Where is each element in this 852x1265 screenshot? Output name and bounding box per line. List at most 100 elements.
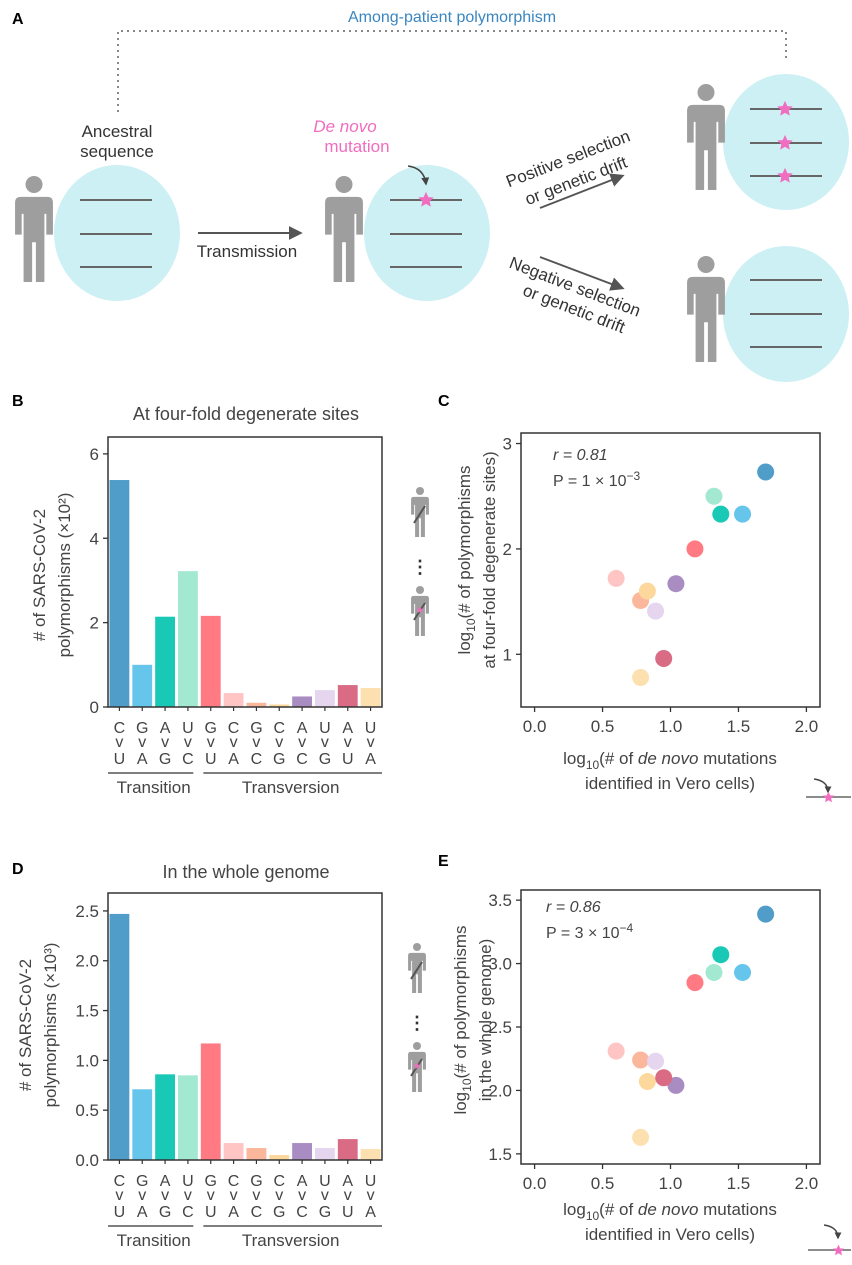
base-to: A [137, 1204, 148, 1221]
base-to: A [365, 751, 376, 768]
point-4 [686, 540, 704, 558]
among-patient-label: Among-patient polymorphism [348, 9, 556, 26]
base-from: C [273, 720, 285, 737]
bar-C-to-A [223, 1143, 244, 1160]
point-10 [655, 650, 673, 668]
y-tick-label: 2 [503, 540, 512, 559]
panel-e-xlabel-1: log10(# of de novo mutations [563, 1200, 777, 1223]
panel-b-ylabel-2: polymorphisms (×10²) [55, 493, 74, 658]
panel-d-ylabel-1: # of SARS-CoV-2 [16, 959, 35, 1091]
bar-A-to-U [337, 1139, 358, 1160]
base-arrow: v [275, 734, 283, 751]
base-to: U [342, 751, 354, 768]
y-tick-label: 2.5 [488, 1018, 512, 1037]
transversion-label: Transversion [242, 1231, 340, 1250]
point-0 [757, 463, 775, 481]
x-tick-label: 1.5 [727, 717, 751, 736]
point-10 [655, 1069, 673, 1087]
base-to: C [251, 1204, 263, 1221]
base-arrow: v [252, 1187, 260, 1204]
y-tick-label: 2 [90, 614, 99, 633]
bar-U-to-C [178, 571, 198, 707]
transition-label: Transition [117, 1231, 191, 1250]
panel-b: B At four-fold degenerate sites # of SAR… [12, 393, 383, 797]
panel-e-ylabel-2: in the whole genome) [476, 939, 495, 1102]
y-tick-label: 0 [90, 698, 99, 717]
base-from: C [228, 1173, 240, 1190]
panel-e-ylabel-1: log10(# of polymorphisms [451, 925, 474, 1114]
base-from: A [160, 1173, 171, 1190]
y-tick-label: 2.0 [488, 1081, 512, 1100]
base-arrow: v [298, 734, 306, 751]
base-to: G [273, 1204, 285, 1221]
base-arrow: v [321, 734, 329, 751]
base-from: G [205, 720, 217, 737]
base-arrow: v [298, 1187, 306, 1204]
de-novo-label-1: De novo [313, 117, 376, 136]
panel-b-x-labels: CvUGvAAvGUvCGvUCvAGvCCvGAvCUvGAvUUvATran… [108, 707, 382, 797]
base-to: G [273, 751, 285, 768]
panel-b-ylabel-1: # of SARS-CoV-2 [30, 509, 49, 641]
y-tick-label: 1 [503, 645, 512, 664]
bar-C-to-G [269, 1155, 290, 1160]
curved-arrow-icon [813, 778, 832, 794]
x-tick-label: 1.0 [659, 717, 683, 736]
point-11 [632, 668, 650, 686]
base-from: G [136, 720, 148, 737]
transversion-label: Transversion [242, 778, 340, 797]
panel-e-y-ticks: 1.5 2.0 2.5 3.0 3.5 [488, 891, 521, 1164]
base-from: U [182, 1173, 194, 1190]
base-from: A [297, 720, 308, 737]
base-from: U [319, 1173, 331, 1190]
bar-U-to-A [360, 1149, 381, 1160]
patient-icon [687, 256, 725, 362]
negative-arrow [539, 256, 625, 291]
base-to: U [205, 1204, 217, 1221]
base-arrow: v [321, 1187, 329, 1204]
x-tick-label: 2.0 [795, 717, 819, 736]
panel-d-x-labels: CvUGvAAvGUvCGvUCvAGvCCvGAvCUvGAvUUvATran… [108, 1160, 382, 1250]
base-arrow: v [367, 734, 375, 751]
base-from: A [297, 1173, 308, 1190]
polymorphism-icon-group-2: ⋮ [408, 943, 426, 1092]
point-8 [667, 1076, 685, 1094]
base-arrow: v [161, 1187, 169, 1204]
base-from: A [342, 720, 353, 737]
bar-A-to-G [155, 616, 175, 707]
base-to: A [365, 1204, 376, 1221]
panel-a-label: A [12, 11, 24, 28]
x-tick-label: 0.5 [591, 717, 615, 736]
bar-C-to-U [109, 480, 130, 707]
patient-icon [15, 176, 53, 282]
panel-e: E log10(# of polymorphisms in the whole … [438, 853, 851, 1256]
y-tick-label: 1.0 [75, 1051, 99, 1070]
base-from: G [250, 1173, 262, 1190]
base-arrow: v [161, 734, 169, 751]
among-patient-bracket [117, 30, 787, 112]
panel-e-frame [520, 889, 821, 1165]
base-from: A [160, 720, 171, 737]
curved-arrow-icon [823, 1224, 842, 1240]
panel-e-p: P = 3 × 10−4 [546, 921, 634, 942]
point-7 [638, 1073, 656, 1091]
panel-c-x-ticks: 0.0 0.5 1.0 1.5 2.0 [523, 707, 818, 736]
panel-d-label: D [12, 861, 24, 878]
base-from: C [114, 1173, 126, 1190]
base-arrow: v [115, 734, 123, 751]
base-to: A [228, 751, 239, 768]
point-4 [686, 974, 704, 992]
ellipsis-icon: ⋮ [411, 557, 429, 577]
panel-b-bars [109, 480, 381, 707]
base-arrow: v [184, 734, 192, 751]
bar-G-to-U [200, 1043, 221, 1160]
base-to: C [296, 751, 308, 768]
y-tick-label: 2.5 [75, 902, 99, 921]
bar-G-to-C [246, 702, 267, 707]
point-0 [757, 905, 775, 923]
panel-d-ylabel-2: polymorphisms (×10³) [41, 943, 60, 1108]
panel-b-frame [107, 436, 383, 708]
base-to: G [319, 1204, 331, 1221]
base-to: U [205, 751, 217, 768]
panel-c-ylabel-2: at four-fold degenerate sites) [480, 451, 499, 668]
polymorphism-icon-group-1: ⋮ [411, 487, 429, 636]
